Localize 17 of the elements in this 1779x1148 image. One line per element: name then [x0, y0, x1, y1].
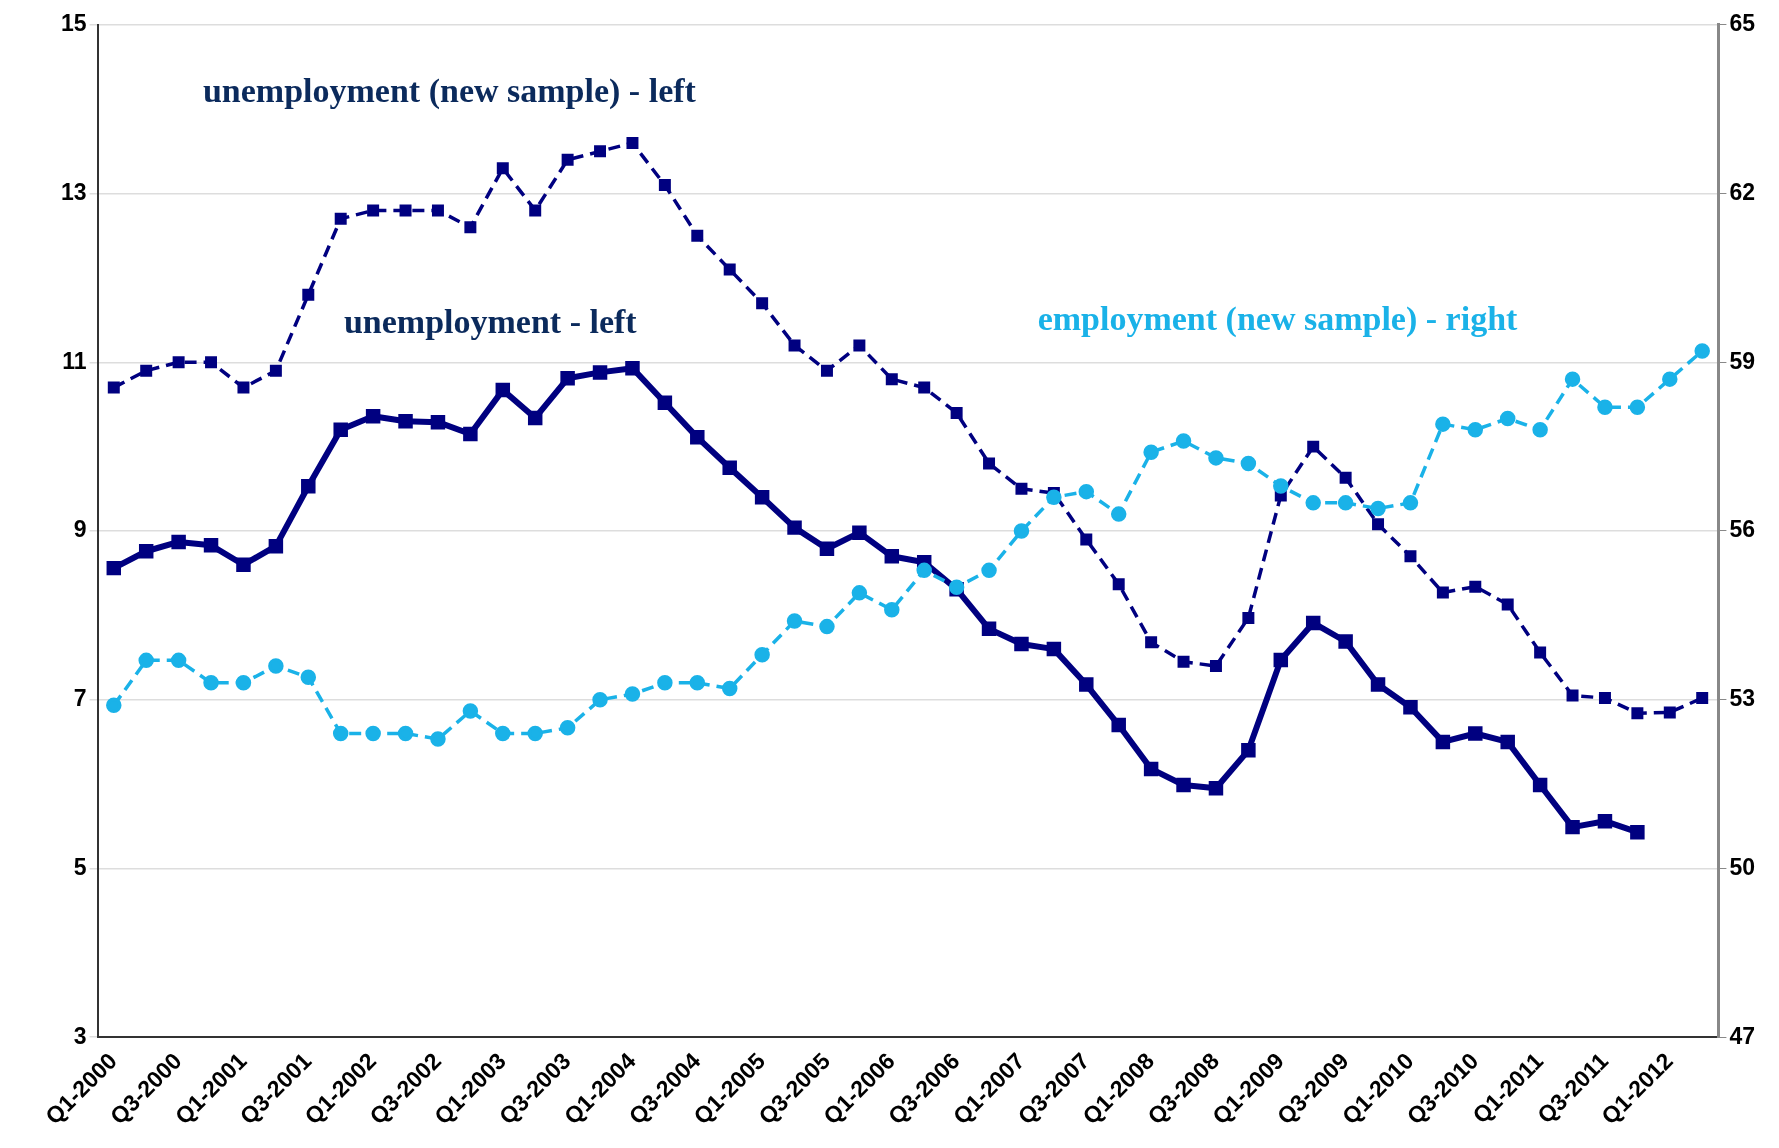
series-label: unemployment - left [343, 303, 638, 341]
y-tick-label: 9 [73, 516, 87, 543]
y2-tick-label: 47 [1729, 1022, 1756, 1049]
y-tick-label: 15 [60, 10, 87, 37]
y-tick-label: 13 [60, 178, 87, 205]
series-label: employment (new sample) - right [1037, 300, 1519, 339]
y2-tick-label: 59 [1729, 347, 1756, 374]
y2-tick-label: 53 [1729, 685, 1756, 712]
y2-tick-label: 56 [1729, 516, 1756, 543]
y-tick-label: 11 [62, 347, 87, 374]
series-label: unemployment (new sample) - left [202, 72, 697, 111]
y-tick-label: 3 [73, 1022, 87, 1049]
y2-tick-label: 65 [1729, 10, 1756, 37]
y2-tick-label: 62 [1729, 178, 1756, 205]
y-tick-label: 7 [73, 685, 87, 712]
y2-tick-label: 50 [1729, 853, 1756, 880]
y-tick-label: 5 [73, 853, 87, 880]
